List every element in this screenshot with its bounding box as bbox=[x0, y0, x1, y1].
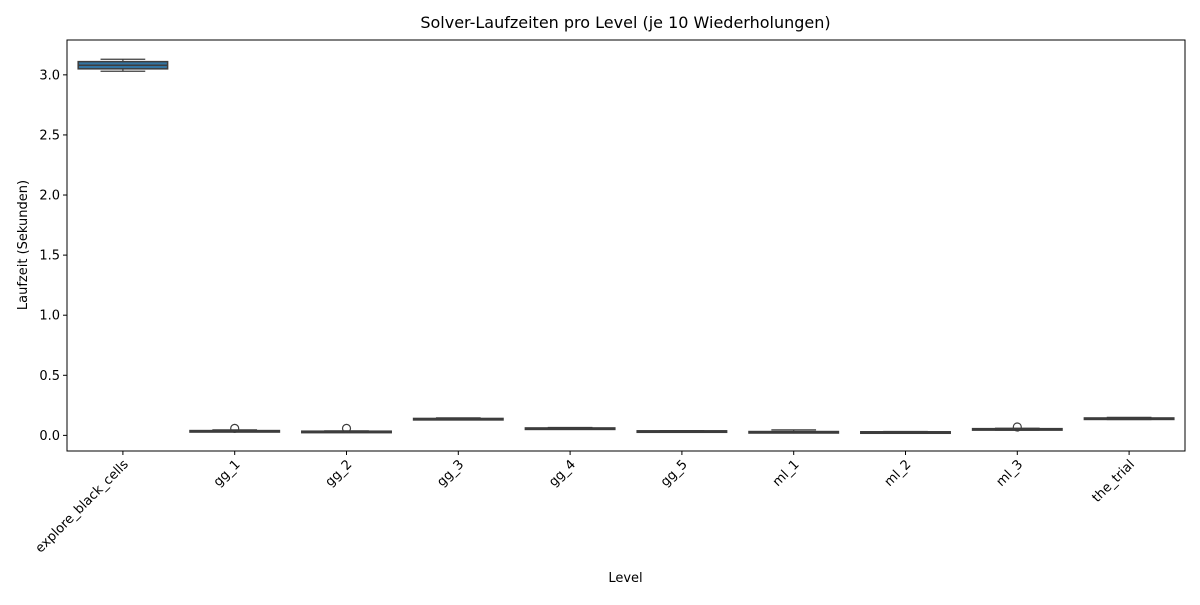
y-axis-label: Laufzeit (Sekunden) bbox=[16, 180, 31, 310]
x-tick-label: explore_black_cells bbox=[33, 457, 132, 556]
x-tick-label: ml_3 bbox=[994, 457, 1027, 490]
x-tick-label: ml_1 bbox=[770, 457, 803, 490]
x-tick-label: gg_2 bbox=[323, 457, 356, 490]
x-tick-label: the_trial bbox=[1090, 457, 1138, 505]
y-tick-label: 2.5 bbox=[39, 128, 60, 143]
x-tick-label: gg_3 bbox=[434, 457, 467, 490]
x-tick-label: gg_4 bbox=[546, 457, 579, 490]
x-axis-label: Level bbox=[608, 571, 642, 586]
y-tick-label: 3.0 bbox=[39, 68, 60, 83]
y-tick-label: 0.0 bbox=[39, 429, 60, 444]
y-tick-label: 1.5 bbox=[39, 249, 60, 264]
outlier-point bbox=[1012, 422, 1022, 432]
outlier-point bbox=[341, 423, 352, 434]
x-tick-label: ml_2 bbox=[882, 457, 915, 490]
y-tick-label: 2.0 bbox=[39, 189, 60, 204]
plot-area: 0.0 0.5 1.0 1.5 2.0 2.5 3.0 explore_black_cells… bbox=[33, 39, 1186, 556]
outlier-point bbox=[230, 423, 240, 434]
x-tick-label: gg_1 bbox=[211, 457, 244, 490]
y-tick-label: 0.5 bbox=[39, 369, 60, 384]
chart-title: Solver-Laufzeiten pro Level (je 10 Wiede… bbox=[420, 13, 830, 32]
y-tick-label: 1.0 bbox=[39, 309, 60, 324]
axes-frame bbox=[66, 39, 1186, 452]
x-tick-label: gg_5 bbox=[658, 457, 691, 490]
